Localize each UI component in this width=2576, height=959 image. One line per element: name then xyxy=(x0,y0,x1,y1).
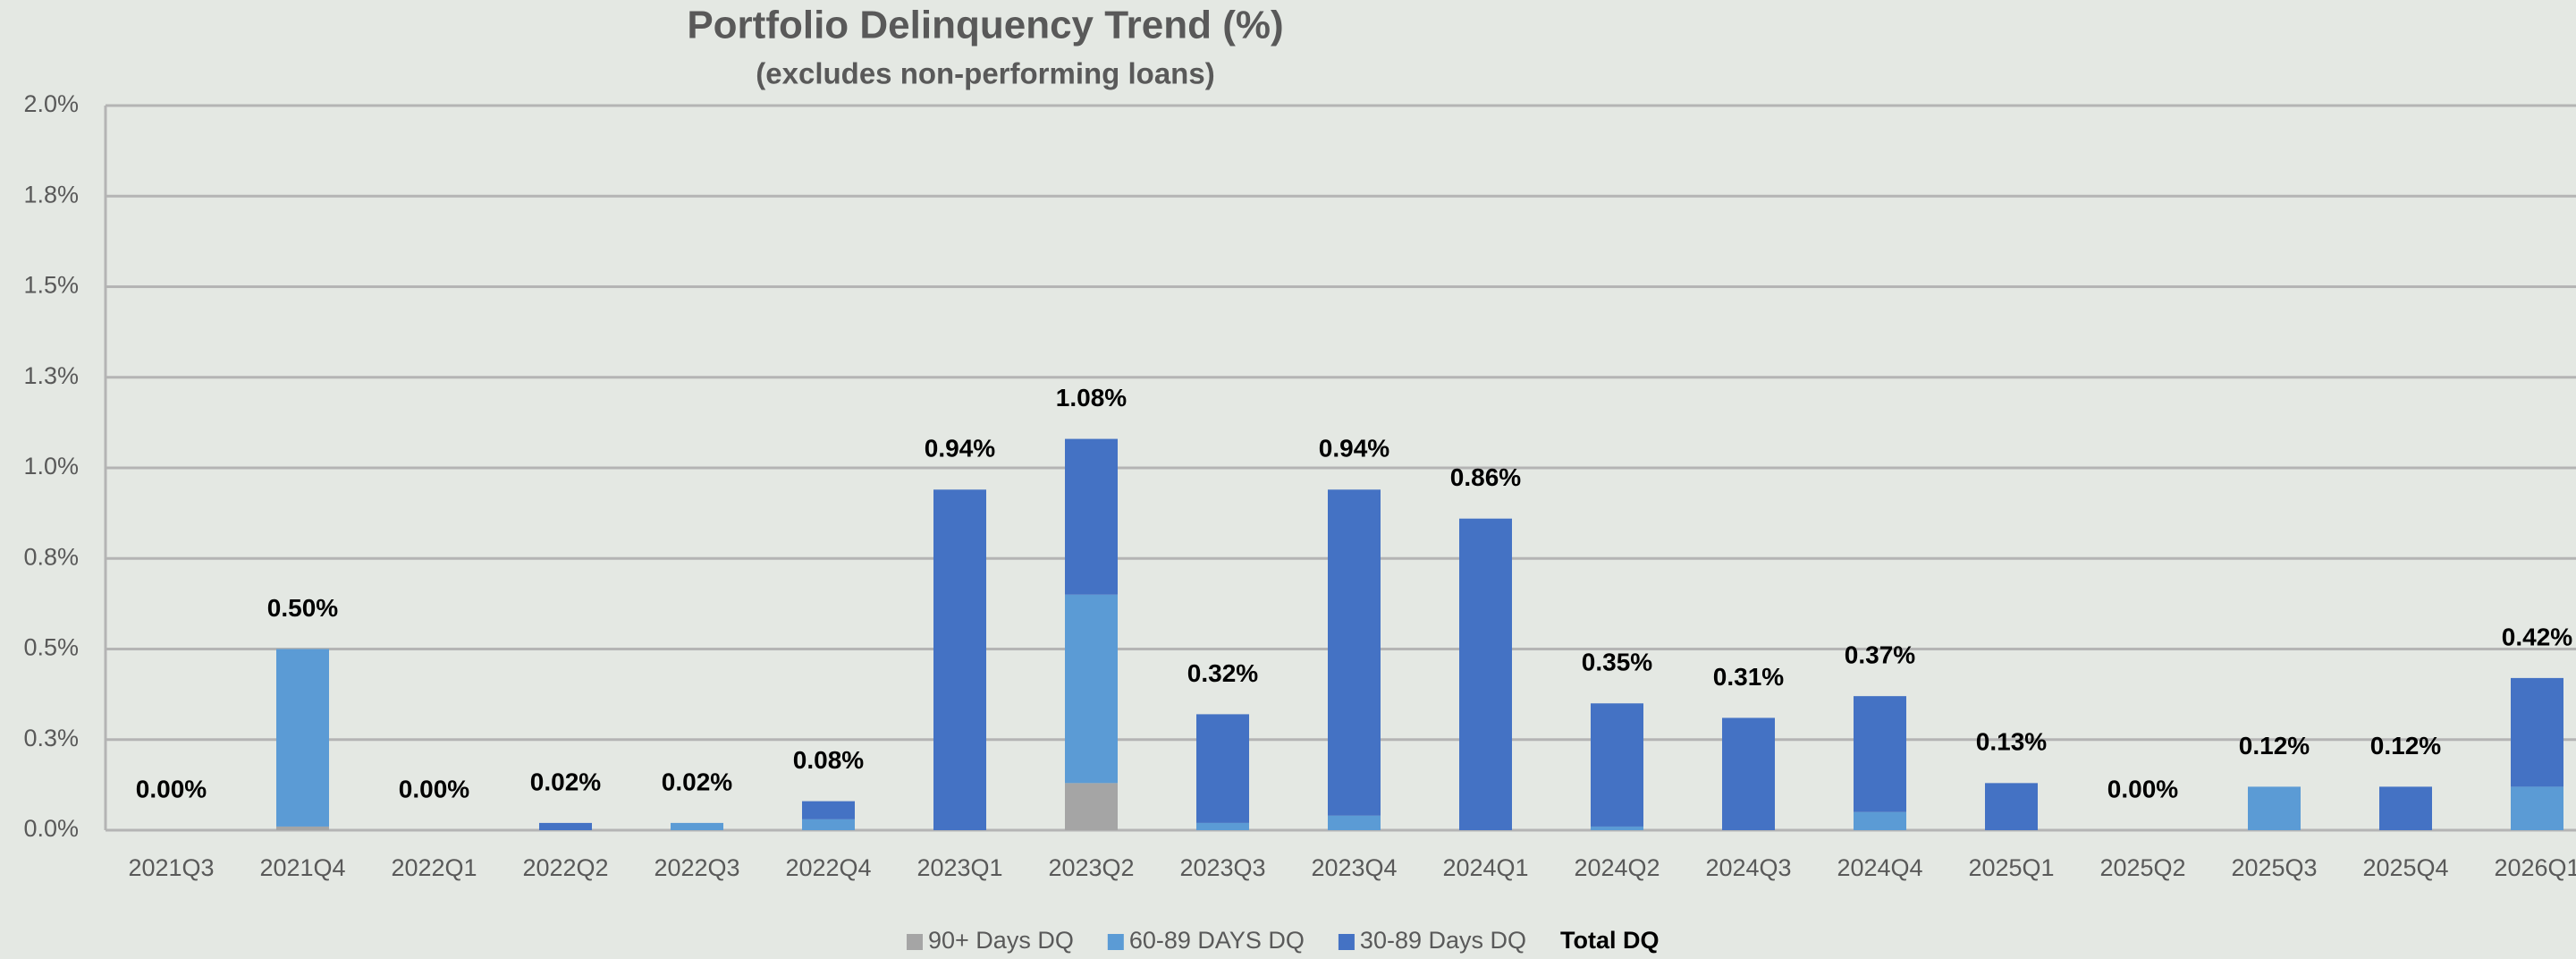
legend-label: 30-89 Days DQ xyxy=(1360,927,1526,954)
bar-segment xyxy=(1459,518,1512,830)
data-label: 0.00% xyxy=(2107,775,2178,802)
y-tick-label: 0.8% xyxy=(23,543,79,570)
data-label: 0.94% xyxy=(925,435,995,463)
legend-swatch xyxy=(1338,934,1355,950)
x-tick-label: 2022Q1 xyxy=(391,854,477,881)
bar-segment xyxy=(1591,703,1643,827)
bar-segment xyxy=(1854,811,1906,830)
x-tick-label: 2026Q1 xyxy=(2494,854,2576,881)
y-tick-label: 0.5% xyxy=(23,634,79,661)
bar-segment xyxy=(2379,786,2432,830)
y-tick-label: 1.5% xyxy=(23,272,79,299)
bar-segment xyxy=(1328,489,1381,816)
legend-label: Total DQ xyxy=(1560,927,1660,954)
x-tick-label: 2022Q4 xyxy=(785,854,871,881)
x-tick-label: 2024Q1 xyxy=(1442,854,1528,881)
x-tick-label: 2025Q3 xyxy=(2231,854,2317,881)
bar-segment xyxy=(1196,714,1249,823)
x-tick-label: 2023Q1 xyxy=(916,854,1002,881)
bar-segment xyxy=(671,822,723,830)
legend-swatch xyxy=(907,934,923,950)
x-tick-label: 2025Q4 xyxy=(2362,854,2448,881)
data-label: 0.42% xyxy=(2502,623,2572,650)
x-tick-label: 2024Q4 xyxy=(1837,854,1922,881)
bar-segment xyxy=(1065,783,1118,830)
bar-segment xyxy=(1328,815,1381,830)
data-label: 0.00% xyxy=(399,775,469,802)
x-tick-label: 2024Q3 xyxy=(1705,854,1791,881)
x-tick-label: 2022Q3 xyxy=(654,854,739,881)
bar-segment xyxy=(1854,696,1906,812)
legend-label: 60-89 DAYS DQ xyxy=(1129,927,1305,954)
bar-segment xyxy=(1065,594,1118,784)
bar-segment xyxy=(1591,826,1643,830)
y-tick-label: 1.3% xyxy=(23,362,79,389)
chart-title: Portfolio Delinquency Trend (%) xyxy=(687,4,1283,47)
bar-segment xyxy=(539,822,592,830)
bar-segment xyxy=(1196,822,1249,830)
x-tick-label: 2023Q2 xyxy=(1048,854,1134,881)
y-tick-label: 0.0% xyxy=(23,815,79,842)
data-label: 0.12% xyxy=(2239,732,2310,760)
legend-swatch xyxy=(1107,934,1124,950)
data-label: 0.94% xyxy=(1319,435,1389,463)
bar-segment xyxy=(1722,717,1775,830)
x-tick-label: 2022Q2 xyxy=(522,854,608,881)
y-tick-label: 1.8% xyxy=(23,181,79,208)
bar-segment xyxy=(2248,786,2301,830)
x-tick-label: 2021Q4 xyxy=(259,854,345,881)
data-label: 0.13% xyxy=(1976,728,2047,756)
bar-segment xyxy=(802,819,855,830)
data-label: 0.00% xyxy=(136,775,207,802)
legend-label: 90+ Days DQ xyxy=(928,927,1074,954)
bar-segment xyxy=(276,826,329,830)
data-label: 1.08% xyxy=(1056,384,1127,412)
bar-segment xyxy=(276,649,329,827)
x-tick-label: 2023Q3 xyxy=(1179,854,1265,881)
x-tick-label: 2021Q3 xyxy=(128,854,214,881)
y-tick-label: 1.0% xyxy=(23,453,79,480)
bar-segment xyxy=(933,489,986,830)
data-label: 0.32% xyxy=(1187,659,1258,687)
y-tick-label: 0.3% xyxy=(23,725,79,751)
data-label: 0.50% xyxy=(267,594,338,622)
bar-segment xyxy=(1985,783,2038,830)
data-label: 0.86% xyxy=(1450,463,1521,491)
data-label: 0.02% xyxy=(662,768,732,795)
bar-segment xyxy=(2511,786,2563,830)
data-label: 0.02% xyxy=(530,768,601,795)
x-tick-label: 2025Q2 xyxy=(2099,854,2185,881)
data-label: 0.12% xyxy=(2370,732,2441,760)
data-label: 0.35% xyxy=(1582,649,1652,676)
data-label: 0.31% xyxy=(1713,663,1784,691)
bar-segment xyxy=(2511,677,2563,787)
data-label: 0.37% xyxy=(1845,641,1915,669)
bar-segment xyxy=(1065,438,1118,595)
x-tick-label: 2024Q2 xyxy=(1574,854,1660,881)
data-label: 0.08% xyxy=(793,746,864,774)
bar-segment xyxy=(802,801,855,819)
chart-subtitle: (excludes non-performing loans) xyxy=(756,57,1214,90)
x-tick-label: 2023Q4 xyxy=(1311,854,1397,881)
y-tick-label: 2.0% xyxy=(23,90,79,117)
x-tick-label: 2025Q1 xyxy=(1968,854,2054,881)
